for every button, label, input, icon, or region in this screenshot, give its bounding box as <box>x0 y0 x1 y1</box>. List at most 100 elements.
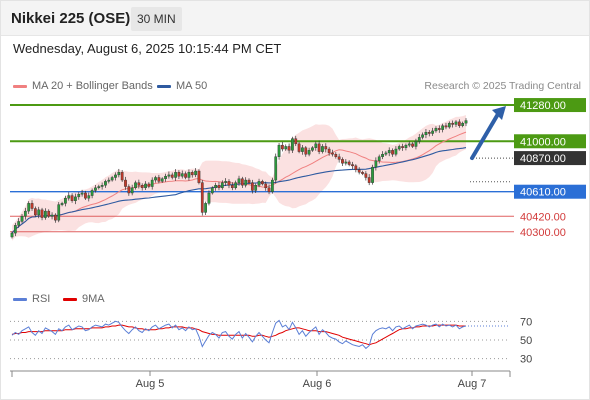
candle <box>74 196 77 201</box>
ma9-swatch <box>63 297 77 301</box>
candle <box>17 221 21 226</box>
candle <box>94 187 97 191</box>
candle <box>180 173 184 177</box>
candle <box>144 183 147 189</box>
level-label-box <box>514 98 586 113</box>
candle <box>274 156 278 181</box>
candle <box>441 125 445 130</box>
level-label-last: 40870.00 <box>520 153 566 165</box>
candle <box>204 203 207 213</box>
candle <box>140 185 144 189</box>
candle <box>47 210 51 217</box>
candle <box>10 232 14 238</box>
candle <box>354 165 358 170</box>
legend-9ma-label: 9MA <box>82 293 105 305</box>
candle <box>164 175 167 179</box>
candle <box>97 186 101 189</box>
legend-ma50: MA 50 <box>157 80 207 92</box>
candle <box>237 178 241 183</box>
candle <box>250 182 254 191</box>
rsi-swatch <box>13 297 27 301</box>
candle <box>224 181 228 183</box>
candle <box>407 143 411 146</box>
candle <box>167 174 171 177</box>
candle <box>20 216 24 222</box>
x-tick-label: Aug 6 <box>303 378 332 390</box>
candle <box>184 173 187 178</box>
candle <box>70 195 74 201</box>
candle <box>277 144 281 157</box>
candle <box>84 192 87 199</box>
candle <box>271 179 274 192</box>
candle <box>434 128 438 132</box>
candle <box>187 172 191 178</box>
candle <box>307 150 311 155</box>
candle <box>287 146 291 151</box>
candle <box>30 203 34 209</box>
candle <box>281 144 284 150</box>
candle <box>50 214 54 217</box>
level-label-support-minor: 40300.00 <box>520 227 566 239</box>
level-label-box <box>514 134 586 149</box>
candle <box>361 172 364 174</box>
rsi-line <box>11 319 467 350</box>
candle <box>240 178 244 186</box>
timestamp: Wednesday, August 6, 2025 10:15:44 PM CE… <box>13 41 282 56</box>
candle <box>210 187 214 194</box>
candle <box>267 187 271 192</box>
level-label-box <box>514 184 586 199</box>
candle <box>384 152 388 155</box>
candle <box>367 177 371 183</box>
candle <box>170 174 174 178</box>
candle <box>417 137 421 142</box>
candle <box>371 166 374 183</box>
candle <box>117 172 121 176</box>
candle <box>114 174 117 178</box>
candle <box>387 150 391 154</box>
candle <box>150 179 154 187</box>
candle <box>190 172 194 176</box>
candle <box>331 152 334 155</box>
candle <box>100 185 104 187</box>
candle <box>54 214 57 221</box>
candle <box>57 204 61 221</box>
legend-ma20-label: MA 20 + Bollinger Bands <box>32 80 153 92</box>
candle <box>337 156 341 160</box>
legend-ma20: MA 20 + Bollinger Bands <box>13 80 153 92</box>
candle <box>457 121 461 126</box>
candle <box>104 181 107 186</box>
candle <box>347 161 351 165</box>
rsi-9ma-line <box>11 324 466 346</box>
legend-9ma: 9MA <box>63 293 105 305</box>
candle <box>260 181 264 185</box>
candle <box>154 177 157 181</box>
timeframe-badge[interactable]: 30 MIN <box>131 7 182 31</box>
candle <box>110 177 114 181</box>
projection-arrow-shaft <box>470 112 500 161</box>
candle <box>33 208 37 216</box>
candle <box>60 203 64 205</box>
level-label-support: 40610.00 <box>520 187 566 199</box>
candle <box>177 172 181 177</box>
candle <box>87 195 91 199</box>
candle <box>314 143 318 148</box>
candle <box>80 192 84 195</box>
level-label-target: 41280.00 <box>520 100 566 112</box>
projection-arrow-head <box>492 106 506 121</box>
candle <box>77 194 81 198</box>
candle <box>334 153 338 157</box>
candle <box>311 147 314 151</box>
candle <box>447 122 451 128</box>
candle <box>294 138 298 145</box>
legend-rsi: RSI <box>13 293 50 305</box>
instrument-title: Nikkei 225 (OSE) <box>11 10 131 27</box>
candle <box>321 146 324 152</box>
candle <box>90 190 94 196</box>
x-tick-label: Aug 7 <box>458 378 487 390</box>
candle <box>284 146 288 150</box>
candle <box>411 143 414 147</box>
candle <box>230 185 234 189</box>
candle <box>160 178 164 182</box>
candle <box>27 203 31 212</box>
